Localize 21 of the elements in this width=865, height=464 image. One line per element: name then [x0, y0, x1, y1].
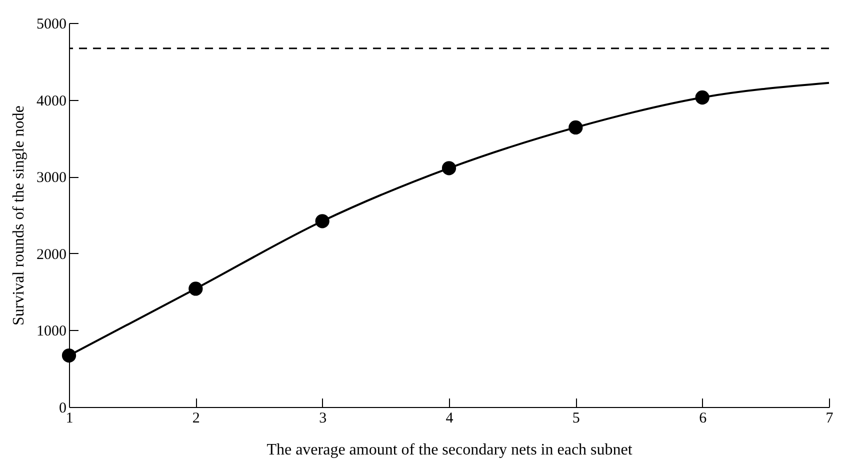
- point: [315, 214, 330, 228]
- point: [62, 348, 76, 363]
- x-axis-title: The average amount of the secondary nets in each subnet: [266, 442, 633, 458]
- point: [442, 161, 456, 176]
- point: [695, 90, 710, 105]
- x-tick-label: 6: [699, 410, 708, 426]
- x-tick-label: 1: [66, 410, 74, 426]
- y-tick-label: 2000: [36, 246, 66, 263]
- point: [188, 282, 203, 296]
- x-tick-label: 5: [572, 410, 580, 426]
- point: [568, 120, 583, 135]
- y-tick-label: 0: [59, 400, 66, 416]
- x-tick-label: 3: [319, 410, 327, 426]
- x-tick-label: 2: [192, 410, 200, 426]
- y-tick-label: 4000: [36, 93, 66, 110]
- y-tick-label: 1000: [36, 324, 66, 340]
- y-axis-title: Survival rounds of the single node: [10, 106, 28, 326]
- x-tick-label: 4: [446, 410, 454, 426]
- y-tick-label: 3000: [36, 170, 66, 186]
- y-tick-label: 5000: [36, 16, 66, 32]
- x-tick-label: 7: [826, 410, 834, 426]
